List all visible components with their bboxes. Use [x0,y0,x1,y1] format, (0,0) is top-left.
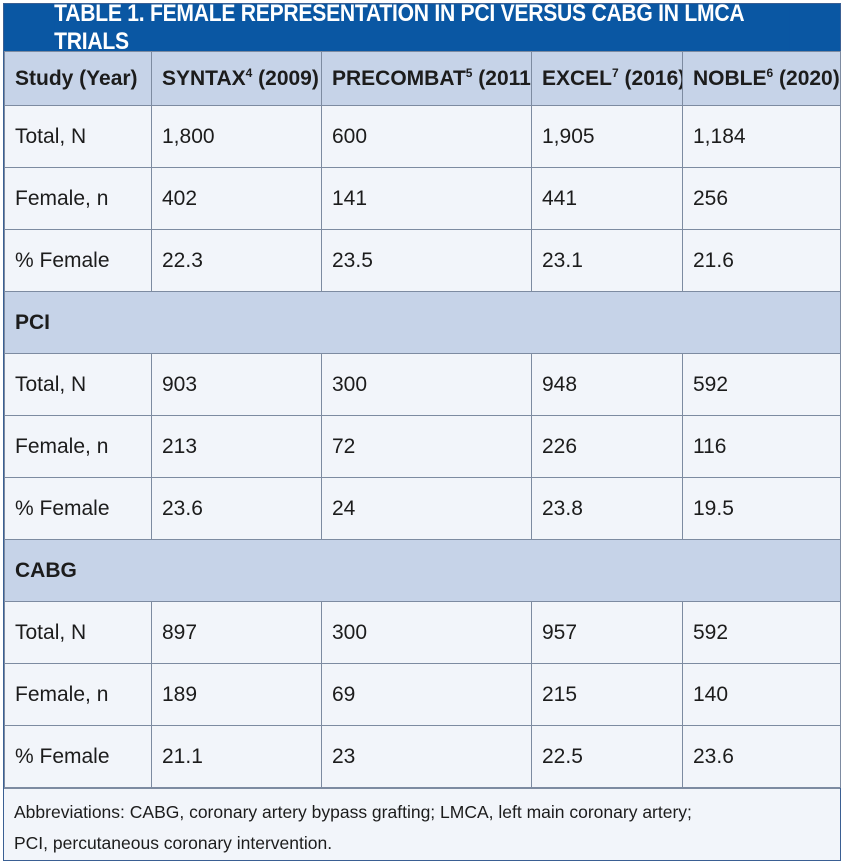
footnote-line-2: PCI, percutaneous coronary intervention. [14,833,333,853]
footnote-line-1: Abbreviations: CABG, coronary artery byp… [14,802,692,822]
header-syntax-name: SYNTAX [162,66,246,90]
cell-noble: 256 [682,167,841,230]
cell-syntax: 21.1 [151,725,322,788]
header-noble-ref: 6 [766,65,774,80]
header-noble: NOBLE6 (2020) [682,51,841,106]
row-label: Female, n [4,415,152,478]
cell-excel: 23.1 [531,229,683,292]
header-precombat: PRECOMBAT5 (2011) [321,51,532,106]
row-label: Female, n [4,167,152,230]
cell-excel: 226 [531,415,683,478]
table-row: Female, n 189 69 215 140 [4,663,841,726]
cell-excel: 957 [531,601,683,664]
header-precombat-ref: 5 [465,65,473,80]
cell-noble: 116 [682,415,841,478]
cell-noble: 19.5 [682,477,841,540]
header-excel: EXCEL7 (2016) [531,51,683,106]
data-table: Study (Year) SYNTAX4 (2009) PRECOMBAT5 (… [4,51,841,788]
cell-precombat: 141 [321,167,532,230]
section-label-cabg: CABG [4,539,841,602]
cell-noble: 1,184 [682,105,841,168]
cell-excel: 948 [531,353,683,416]
cell-precombat: 69 [321,663,532,726]
header-excel-name: EXCEL [542,66,613,90]
table-row: % Female 23.6 24 23.8 19.5 [4,477,841,540]
cell-precombat: 600 [321,105,532,168]
header-syntax-year: (2009) [252,66,319,90]
cell-syntax: 213 [151,415,322,478]
header-syntax: SYNTAX4 (2009) [151,51,322,106]
cell-precombat: 24 [321,477,532,540]
header-noble-name: NOBLE [693,66,767,90]
table-row: % Female 22.3 23.5 23.1 21.6 [4,229,841,292]
row-label: Total, N [4,353,152,416]
row-label: Total, N [4,105,152,168]
cell-noble: 23.6 [682,725,841,788]
cell-excel: 441 [531,167,683,230]
cell-syntax: 23.6 [151,477,322,540]
cell-noble: 592 [682,353,841,416]
cell-precombat: 23.5 [321,229,532,292]
header-row: Study (Year) SYNTAX4 (2009) PRECOMBAT5 (… [4,51,841,106]
header-excel-year: (2016) [618,66,683,90]
cell-excel: 1,905 [531,105,683,168]
cell-syntax: 189 [151,663,322,726]
cell-syntax: 22.3 [151,229,322,292]
cell-syntax: 897 [151,601,322,664]
cell-precombat: 72 [321,415,532,478]
header-excel-ref: 7 [612,65,619,80]
cell-noble: 21.6 [682,229,841,292]
cell-noble: 140 [682,663,841,726]
row-label: Total, N [4,601,152,664]
cell-syntax: 1,800 [151,105,322,168]
footnote: Abbreviations: CABG, coronary artery byp… [4,788,840,859]
table-row: Female, n 402 141 441 256 [4,167,841,230]
row-label: % Female [4,725,152,788]
row-label: % Female [4,477,152,540]
section-row-cabg: CABG [4,539,841,602]
title-bar: TABLE 1. FEMALE REPRESENTATION IN PCI VE… [4,0,840,55]
section-row-pci: PCI [4,291,841,354]
table-row: Female, n 213 72 226 116 [4,415,841,478]
header-precombat-year: (2011) [472,66,532,90]
cell-precombat: 300 [321,601,532,664]
header-syntax-ref: 4 [245,65,253,80]
row-label: % Female [4,229,152,292]
header-noble-year: (2020) [773,66,840,90]
cell-excel: 215 [531,663,683,726]
cell-precombat: 23 [321,725,532,788]
cell-noble: 592 [682,601,841,664]
table-figure: TABLE 1. FEMALE REPRESENTATION IN PCI VE… [3,0,841,861]
table-row: Total, N 897 300 957 592 [4,601,841,664]
cell-syntax: 402 [151,167,322,230]
cell-precombat: 300 [321,353,532,416]
table-row: Total, N 903 300 948 592 [4,353,841,416]
cell-excel: 22.5 [531,725,683,788]
cell-syntax: 903 [151,353,322,416]
section-label-pci: PCI [4,291,841,354]
table-row: Total, N 1,800 600 1,905 1,184 [4,105,841,168]
table-row: % Female 21.1 23 22.5 23.6 [4,725,841,788]
row-label: Female, n [4,663,152,726]
header-study-year: Study (Year) [4,51,152,106]
cell-excel: 23.8 [531,477,683,540]
header-precombat-name: PRECOMBAT [332,66,466,90]
table-title: TABLE 1. FEMALE REPRESENTATION IN PCI VE… [54,0,790,55]
